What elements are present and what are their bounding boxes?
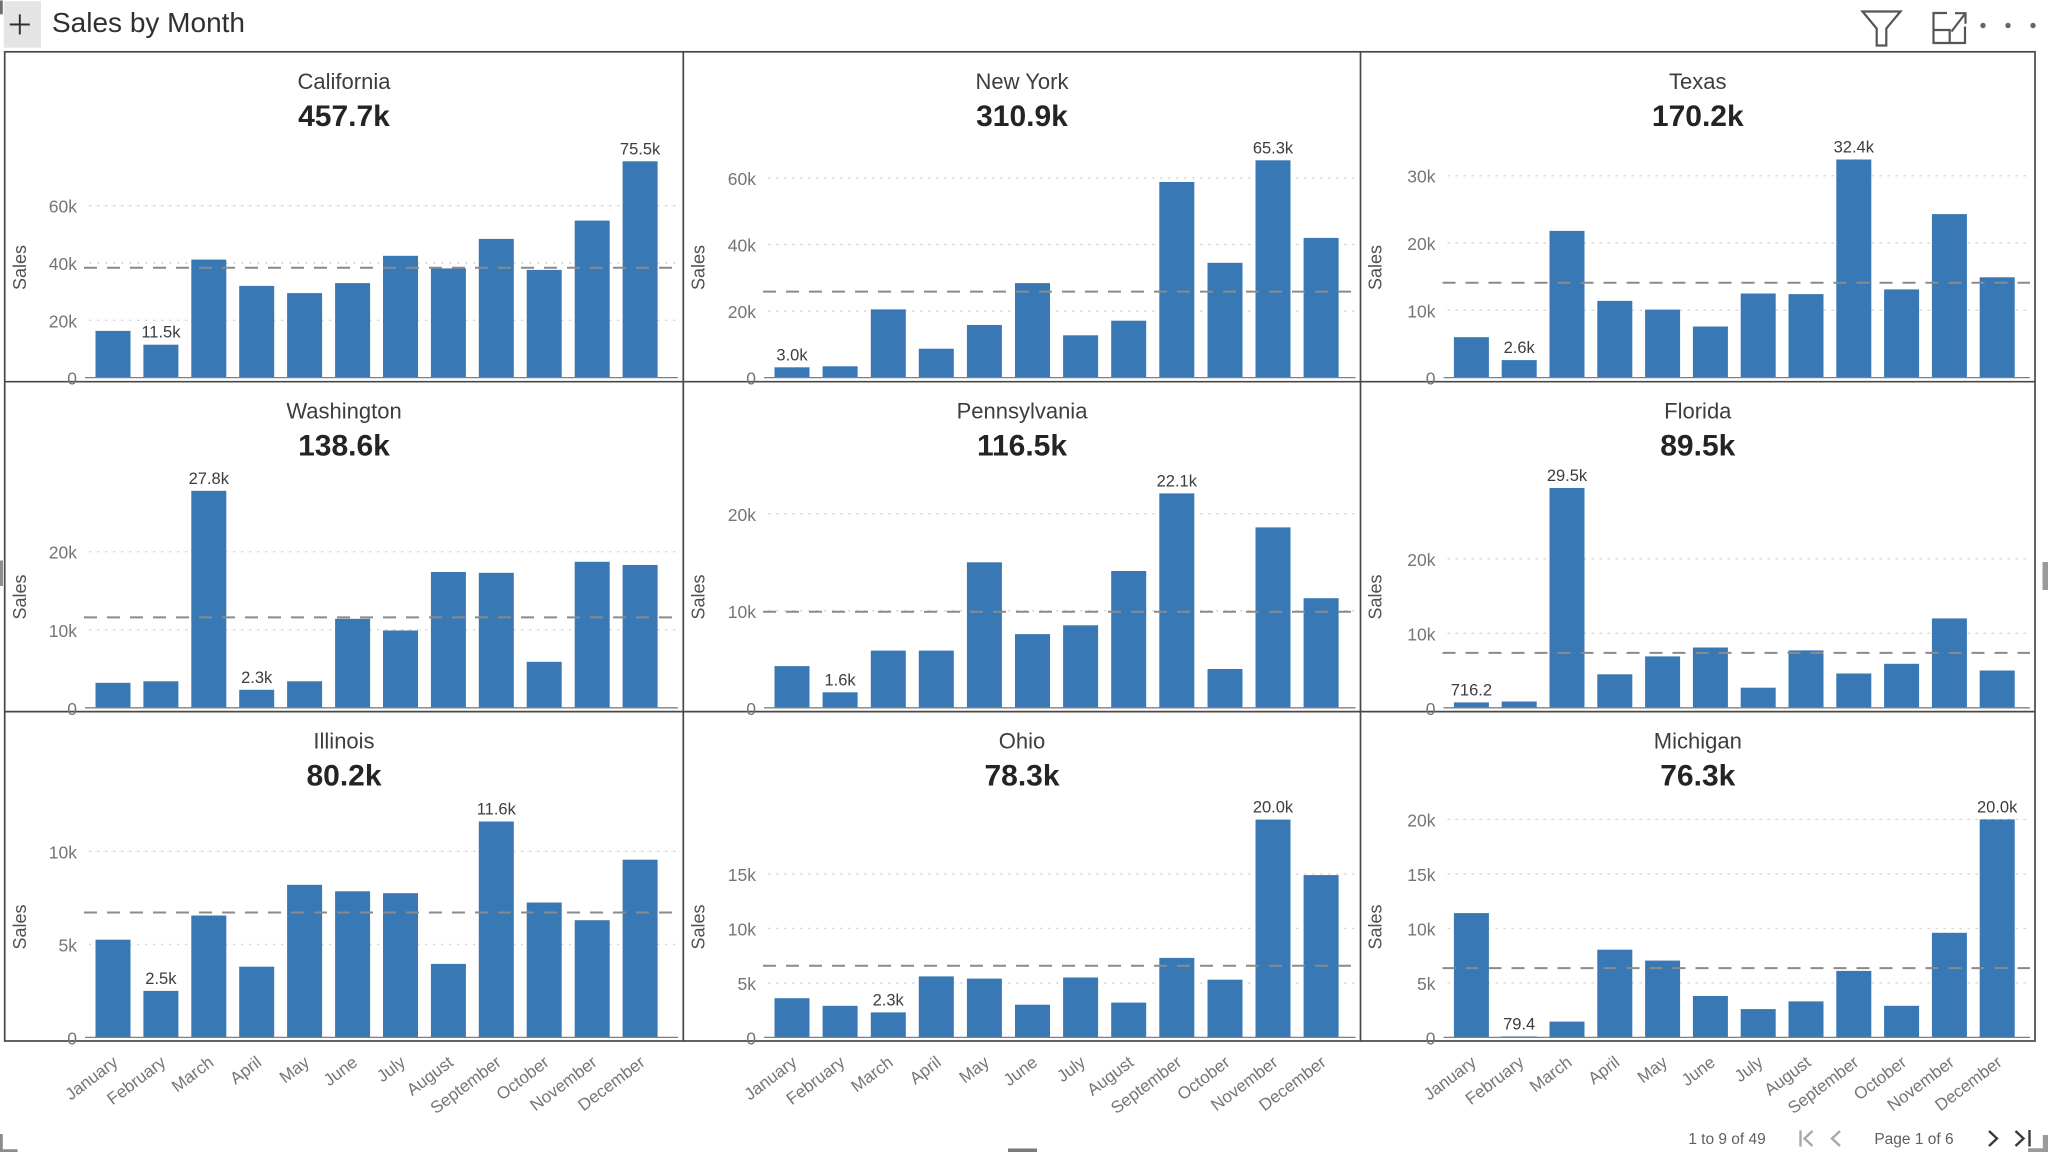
svg-text:20.0k: 20.0k	[1253, 799, 1294, 817]
svg-text:65.3k: 65.3k	[1253, 139, 1294, 157]
svg-text:10k: 10k	[1407, 624, 1435, 644]
svg-text:2.5k: 2.5k	[145, 970, 177, 988]
svg-text:0: 0	[67, 1028, 77, 1048]
svg-text:Sales: Sales	[689, 245, 709, 290]
svg-text:3.0k: 3.0k	[776, 346, 808, 364]
svg-text:22.1k: 22.1k	[1157, 472, 1198, 490]
svg-text:Page 1 of 6: Page 1 of 6	[1874, 1131, 1953, 1148]
svg-text:1 to 9 of 49: 1 to 9 of 49	[1688, 1131, 1766, 1148]
svg-text:Texas: Texas	[1669, 69, 1726, 94]
svg-text:310.9k: 310.9k	[976, 100, 1068, 133]
svg-text:0: 0	[1426, 699, 1436, 719]
svg-text:Sales: Sales	[1366, 245, 1386, 290]
svg-text:Sales: Sales	[1366, 574, 1386, 619]
svg-text:0: 0	[67, 369, 77, 389]
svg-text:1.6k: 1.6k	[825, 671, 857, 689]
svg-text:0: 0	[746, 369, 756, 389]
svg-text:20k: 20k	[1407, 550, 1435, 570]
svg-text:Washington: Washington	[286, 399, 401, 424]
svg-text:Sales by Month: Sales by Month	[52, 7, 245, 38]
svg-text:California: California	[298, 69, 392, 94]
svg-text:116.5k: 116.5k	[977, 430, 1067, 463]
svg-text:2.6k: 2.6k	[1504, 339, 1536, 357]
svg-text:80.2k: 80.2k	[306, 760, 381, 793]
svg-text:15k: 15k	[728, 865, 756, 885]
svg-text:29.5k: 29.5k	[1547, 467, 1588, 485]
svg-text:79.4: 79.4	[1503, 1015, 1535, 1033]
svg-text:10k: 10k	[1407, 301, 1435, 321]
svg-text:Michigan: Michigan	[1654, 729, 1742, 754]
svg-text:20k: 20k	[49, 311, 77, 331]
svg-text:Florida: Florida	[1664, 399, 1732, 424]
svg-text:40k: 40k	[49, 254, 77, 274]
svg-text:10k: 10k	[49, 621, 77, 641]
svg-text:78.3k: 78.3k	[984, 760, 1059, 793]
svg-text:75.5k: 75.5k	[620, 140, 661, 158]
svg-text:Sales: Sales	[1366, 904, 1386, 949]
svg-text:60k: 60k	[49, 197, 77, 217]
svg-text:20k: 20k	[728, 302, 756, 322]
svg-text:457.7k: 457.7k	[298, 100, 390, 133]
svg-text:0: 0	[67, 699, 77, 719]
svg-text:Pennsylvania: Pennsylvania	[957, 399, 1089, 424]
svg-text:20k: 20k	[1407, 234, 1435, 254]
svg-text:2.3k: 2.3k	[241, 669, 273, 687]
svg-text:170.2k: 170.2k	[1652, 100, 1744, 133]
svg-text:20.0k: 20.0k	[1977, 798, 2018, 816]
svg-text:New York: New York	[976, 69, 1070, 94]
svg-text:20k: 20k	[1407, 810, 1435, 830]
svg-text:10k: 10k	[728, 920, 756, 940]
svg-text:5k: 5k	[59, 935, 78, 955]
svg-text:0: 0	[746, 1028, 756, 1048]
svg-text:60k: 60k	[728, 169, 756, 189]
svg-text:76.3k: 76.3k	[1660, 760, 1735, 793]
svg-text:Ohio: Ohio	[999, 729, 1045, 754]
svg-text:20k: 20k	[728, 505, 756, 525]
svg-text:11.5k: 11.5k	[141, 324, 181, 342]
svg-text:40k: 40k	[728, 236, 756, 256]
svg-text:30k: 30k	[1407, 167, 1435, 187]
svg-text:32.4k: 32.4k	[1834, 139, 1875, 157]
svg-text:15k: 15k	[1407, 865, 1435, 885]
svg-text:5k: 5k	[738, 974, 757, 994]
svg-text:Sales: Sales	[689, 574, 709, 619]
svg-text:11.6k: 11.6k	[477, 801, 517, 819]
svg-text:10k: 10k	[728, 602, 756, 622]
svg-text:5k: 5k	[1417, 974, 1436, 994]
svg-text:Sales: Sales	[689, 904, 709, 949]
svg-text:Sales: Sales	[10, 245, 30, 290]
svg-text:20k: 20k	[49, 543, 77, 563]
svg-text:Illinois: Illinois	[313, 729, 374, 754]
svg-text:138.6k: 138.6k	[298, 430, 390, 463]
svg-text:0: 0	[1426, 369, 1436, 389]
svg-text:27.8k: 27.8k	[189, 470, 230, 488]
svg-text:2.3k: 2.3k	[873, 991, 905, 1009]
svg-text:Sales: Sales	[10, 574, 30, 619]
svg-text:10k: 10k	[49, 842, 77, 862]
svg-text:89.5k: 89.5k	[1660, 430, 1735, 463]
svg-text:10k: 10k	[1407, 919, 1435, 939]
svg-text:0: 0	[1426, 1028, 1436, 1048]
svg-text:Sales: Sales	[10, 904, 30, 949]
svg-text:716.2: 716.2	[1451, 681, 1492, 699]
svg-text:0: 0	[746, 699, 756, 719]
